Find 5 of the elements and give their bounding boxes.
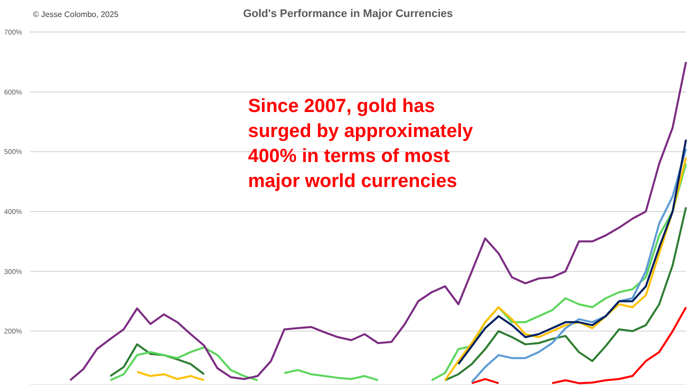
chart-title: Gold's Performance in Major Currencies: [243, 8, 453, 20]
annotation: Since 2007, gold has surged by approximately 400% in terms of most major world currencies: [248, 95, 474, 194]
line-series: [470, 148, 687, 384]
line-series: [69, 60, 687, 382]
text: © Jesse Colombo, 2025: [33, 10, 118, 19]
